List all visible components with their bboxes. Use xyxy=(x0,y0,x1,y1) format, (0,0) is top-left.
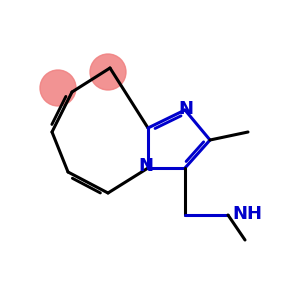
Circle shape xyxy=(90,54,126,90)
Circle shape xyxy=(40,70,76,106)
Text: NH: NH xyxy=(232,205,262,223)
Text: N: N xyxy=(178,100,194,118)
Text: N: N xyxy=(139,157,154,175)
